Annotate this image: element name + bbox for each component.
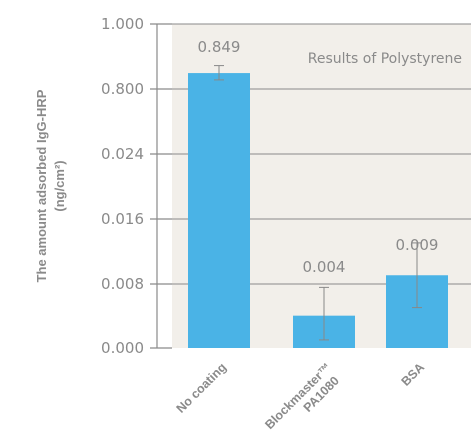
category-label: No coating bbox=[174, 360, 230, 416]
category-label-line1: No coating bbox=[174, 360, 230, 416]
data-label: 0.004 bbox=[303, 258, 346, 276]
y-tick-label: 0.008 bbox=[101, 275, 144, 293]
y-tick-label: 0.000 bbox=[101, 339, 144, 357]
bar bbox=[188, 73, 250, 348]
y-axis-label-line2: (ng/cm²) bbox=[52, 160, 67, 211]
chart-note: Results of Polystyrene bbox=[308, 51, 462, 67]
y-tick-label: 0.800 bbox=[101, 80, 144, 98]
y-axis-label-line1: The amount adsorbed IgG-HRP bbox=[34, 89, 49, 282]
error-bars bbox=[214, 65, 422, 341]
data-label: 0.009 bbox=[396, 236, 439, 254]
y-tick-label: 1.000 bbox=[101, 15, 144, 33]
bars bbox=[188, 73, 448, 348]
y-tick-label: 0.024 bbox=[101, 145, 144, 163]
y-axis: 0.000 0.008 0.016 0.024 0.800 1.000 bbox=[101, 15, 172, 357]
y-tick-label: 0.016 bbox=[101, 210, 144, 228]
category-label-line1: BSA bbox=[399, 360, 428, 389]
data-labels: 0.849 0.004 0.009 bbox=[198, 38, 439, 276]
category-label: BSA bbox=[399, 360, 428, 389]
data-label: 0.849 bbox=[198, 38, 241, 56]
